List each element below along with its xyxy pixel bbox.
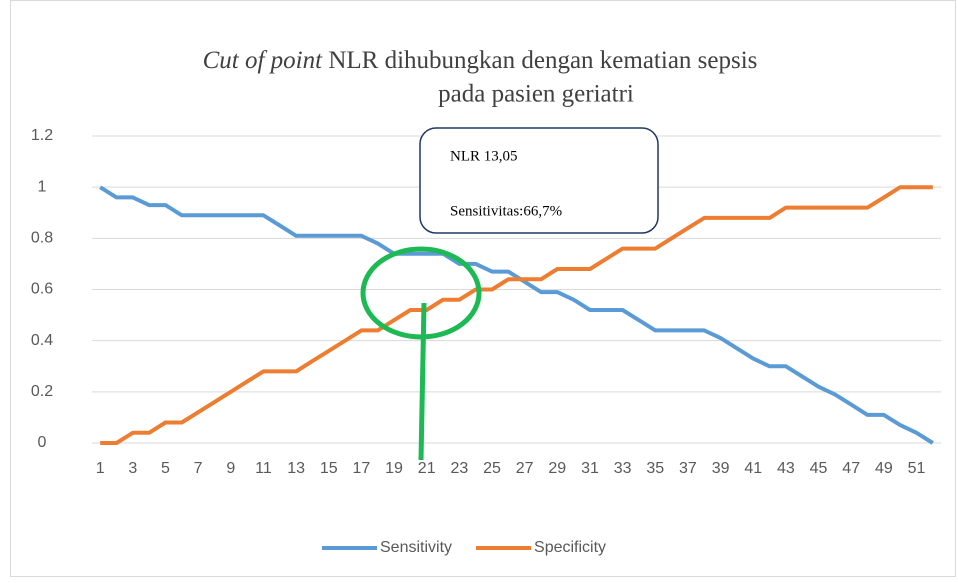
grid: 00.20.40.60.811.21 3 5 7 9 11 13 15 17 19 21 23 25 27…: [31, 127, 941, 477]
x-tick-label: 29: [548, 460, 566, 477]
title-part: Cut of point: [203, 47, 324, 74]
x-tick-label: 39: [712, 460, 730, 477]
x-tick-label: 23: [450, 460, 468, 477]
y-tick-label: 0.8: [31, 230, 53, 247]
annotation: Sensitivitas:66,7%: [450, 203, 562, 219]
series-line: [99, 185, 934, 445]
y-tick-label: 0.2: [31, 383, 53, 400]
title-part: NLR dihubungkan dengan kematian sepsis: [328, 47, 757, 74]
x-tick-label: 33: [614, 460, 632, 477]
annotation-box: [419, 127, 659, 234]
chart-subtitle: pada pasien geriatri: [438, 81, 634, 108]
x-tick-label: 49: [875, 460, 893, 477]
x-tick-label: 51: [908, 460, 926, 477]
x-tick-label: 27: [516, 460, 534, 477]
y-tick-label: 1.2: [31, 127, 53, 144]
legend-label: Sensitivity: [380, 539, 452, 556]
series-line: [100, 185, 933, 445]
x-tick-label: 13: [287, 460, 305, 477]
chart-title: Cut of point NLR dihubungkan dengan kema…: [203, 47, 758, 74]
x-tick-label: 19: [385, 460, 403, 477]
x-tick-label: 17: [352, 460, 370, 477]
x-tick-label: 41: [744, 460, 762, 477]
y-tick-label: 0.6: [31, 281, 53, 298]
highlight-line: [418, 302, 427, 461]
x-tick-label: 43: [777, 460, 795, 477]
y-tick-label: 1: [38, 178, 47, 195]
x-tick-label: 45: [810, 460, 828, 477]
x-tick-label: 31: [581, 460, 599, 477]
x-tick-label: 9: [226, 460, 235, 477]
legend-label: Specificity: [534, 539, 606, 556]
y-tick-label: 0.4: [31, 332, 53, 349]
x-tick-label: 21: [418, 460, 436, 477]
annotation: NLR 13,05: [450, 148, 518, 164]
y-tick-label: 0: [38, 434, 47, 451]
x-tick-label: 5: [161, 460, 170, 477]
plot: [99, 185, 934, 445]
x-tick-label: 35: [646, 460, 664, 477]
x-tick-label: 11: [255, 460, 272, 477]
x-tick-label: 1: [96, 460, 105, 477]
x-tick-label: 47: [842, 460, 860, 477]
x-tick-label: 7: [194, 460, 203, 477]
x-tick-label: 37: [679, 460, 697, 477]
x-tick-label: 25: [483, 460, 501, 477]
x-tick-label: 15: [320, 460, 338, 477]
legend: Sensitivity Specificity: [322, 539, 606, 556]
x-tick-label: 3: [128, 460, 137, 477]
